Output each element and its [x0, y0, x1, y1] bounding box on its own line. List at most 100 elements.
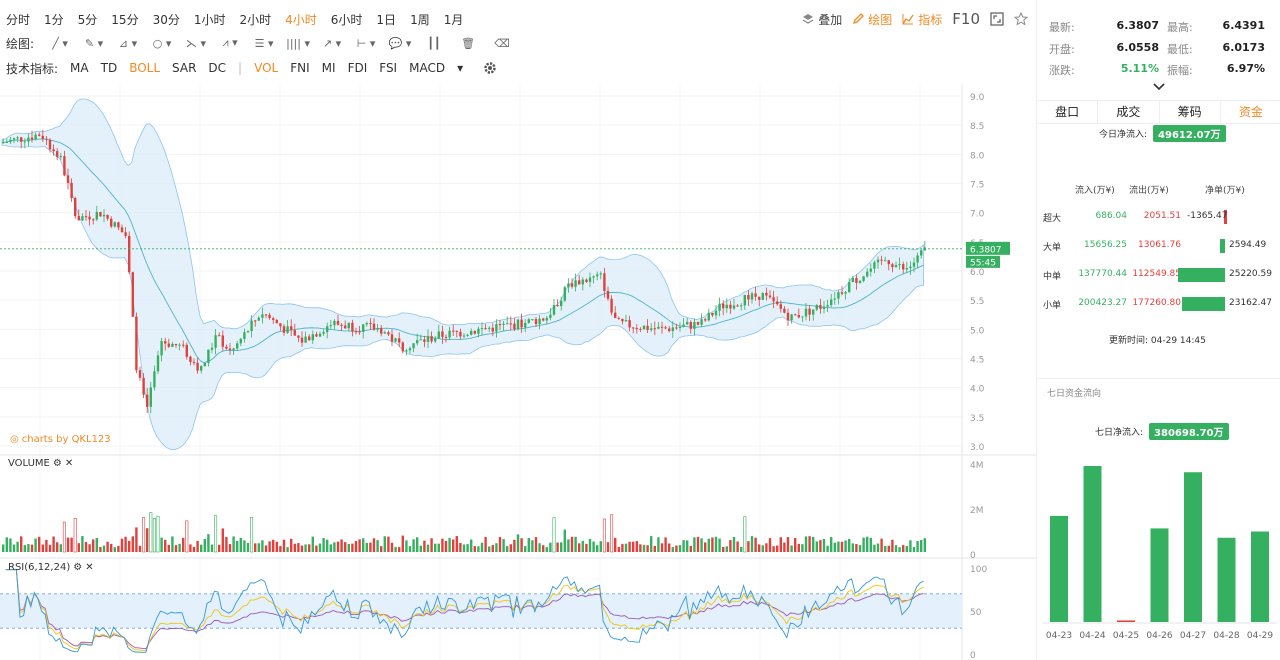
- expand-chevron-icon[interactable]: [1153, 83, 1165, 91]
- pattern-tool-icon[interactable]: ⋋ ▾: [186, 36, 207, 50]
- volume-bar: [516, 534, 520, 552]
- settings-gear-icon[interactable]: [483, 61, 497, 75]
- volume-bar: [880, 538, 883, 552]
- gann-tool-icon[interactable]: |||| ▾: [286, 36, 310, 50]
- arrow-tool-icon[interactable]: ↗ ▾: [322, 36, 342, 50]
- low-value: 6.0173: [1222, 41, 1265, 54]
- overlay-button[interactable]: 叠加: [802, 11, 842, 28]
- candle-body: [815, 305, 818, 310]
- eraser-icon[interactable]: ⌫: [494, 36, 510, 50]
- indicator-mi[interactable]: MI: [321, 61, 336, 75]
- candle-body: [664, 327, 667, 329]
- candle-body: [203, 362, 206, 366]
- fib-tool-icon[interactable]: ☰ ▾: [254, 36, 274, 50]
- volume-bar: [113, 547, 116, 552]
- annotation-tool-icon[interactable]: 💬 ▾: [388, 36, 412, 50]
- tab-chips[interactable]: 筹码: [1159, 101, 1221, 123]
- volume-settings-icon[interactable]: ⚙: [52, 458, 62, 469]
- volume-bar: [41, 544, 44, 552]
- channel-tool-icon[interactable]: ⊿ ▾: [118, 36, 138, 50]
- candle-body: [531, 319, 534, 321]
- period-10[interactable]: 1周: [410, 12, 430, 27]
- indicator-td[interactable]: TD: [100, 61, 118, 75]
- candle-body: [30, 137, 34, 140]
- line-tool-icon[interactable]: ╱ ▾: [52, 36, 68, 50]
- indicator-dc[interactable]: DC: [208, 61, 227, 75]
- period-11[interactable]: 1月: [443, 12, 464, 27]
- volume-bar: [894, 545, 898, 552]
- volume-bar: [149, 512, 153, 553]
- candle-body: [408, 348, 412, 351]
- volume-bar: [581, 540, 584, 552]
- tab-orderbook[interactable]: 盘口: [1037, 101, 1099, 123]
- rsi-settings-icon[interactable]: ⚙: [73, 562, 83, 573]
- flow-row-name: 小单: [1043, 301, 1062, 311]
- flow-row-net: -1365.47: [1187, 211, 1228, 221]
- candle-body: [45, 138, 48, 140]
- today-net-badge: 49612.07万: [1153, 125, 1226, 142]
- period-8[interactable]: 6小时: [330, 12, 363, 27]
- tab-trades[interactable]: 成交: [1098, 101, 1160, 123]
- candle-body: [12, 138, 16, 140]
- volume-bar: [812, 537, 815, 552]
- candle-body: [232, 348, 235, 351]
- volume-bar: [912, 547, 916, 552]
- volume-bar: [578, 543, 581, 552]
- price-tick-label: 5.5: [970, 297, 984, 307]
- fullscreen-icon[interactable]: [990, 12, 1004, 26]
- indicator-sar[interactable]: SAR: [172, 61, 197, 75]
- volume-bar: [599, 541, 602, 552]
- kline-chart[interactable]: 9.08.58.07.57.06.56.05.55.04.54.03.53.06…: [0, 84, 1036, 660]
- candle-body: [696, 322, 700, 325]
- wave-tool-icon[interactable]: ⩘ ▾: [222, 36, 238, 49]
- indicator-dropdown-icon[interactable]: ▾: [457, 61, 464, 75]
- indicator-ma[interactable]: MA: [70, 61, 89, 75]
- candle-body: [794, 314, 797, 316]
- measure-tool-icon[interactable]: ⊢ ▾: [356, 36, 376, 50]
- indicator-fdi[interactable]: FDI: [347, 61, 368, 75]
- candle-body: [27, 137, 30, 142]
- bar-pattern-icon[interactable]: ┃┃: [427, 36, 441, 50]
- period-3[interactable]: 15分: [111, 12, 139, 27]
- indicator-button[interactable]: 指标: [902, 11, 942, 28]
- volume-bar: [783, 542, 786, 552]
- candle-body: [509, 323, 512, 325]
- volume-bar: [570, 536, 574, 552]
- candle-body: [902, 264, 905, 270]
- star-icon[interactable]: [1014, 12, 1028, 26]
- indicator-fsi[interactable]: FSI: [379, 61, 398, 75]
- volume-tick-label: 0: [970, 551, 976, 561]
- draw-button[interactable]: 绘图: [852, 11, 892, 28]
- tab-funds[interactable]: 资金: [1220, 101, 1280, 123]
- period-1[interactable]: 1分: [44, 12, 64, 27]
- change-label: 涨跌:: [1049, 64, 1075, 77]
- pen-tool-icon[interactable]: ✎ ▾: [84, 36, 104, 50]
- indicator-fni[interactable]: FNI: [290, 61, 310, 75]
- flow-header-net: 净单(万¥): [1205, 186, 1245, 196]
- volume-bar: [722, 547, 725, 552]
- volume-bar: [902, 545, 905, 552]
- shape-tool-icon[interactable]: ○ ▾: [152, 36, 172, 50]
- volume-bar: [498, 537, 502, 552]
- candle-body: [596, 274, 599, 277]
- indicator-vol[interactable]: VOL: [254, 61, 279, 75]
- period-7[interactable]: 4小时: [285, 12, 317, 27]
- volume-bar: [671, 547, 674, 552]
- indicator-macd[interactable]: MACD: [409, 61, 446, 75]
- indicator-boll[interactable]: BOLL: [129, 61, 161, 75]
- period-5[interactable]: 1小时: [193, 12, 226, 27]
- volume-bar: [549, 542, 552, 552]
- period-2[interactable]: 5分: [77, 12, 98, 27]
- volume-bar: [628, 541, 631, 552]
- period-9[interactable]: 1日: [376, 12, 397, 27]
- candle-body: [164, 341, 167, 344]
- volume-bar: [444, 540, 448, 552]
- period-6[interactable]: 2小时: [239, 12, 272, 27]
- trash-icon[interactable]: 🗑: [461, 36, 476, 50]
- period-4[interactable]: 30分: [152, 12, 180, 27]
- f10-button[interactable]: F10: [952, 10, 980, 28]
- volume-close-icon[interactable]: ✕: [64, 458, 74, 469]
- volume-bar: [117, 545, 120, 552]
- rsi-close-icon[interactable]: ✕: [85, 562, 94, 573]
- period-0[interactable]: 分时: [6, 12, 31, 27]
